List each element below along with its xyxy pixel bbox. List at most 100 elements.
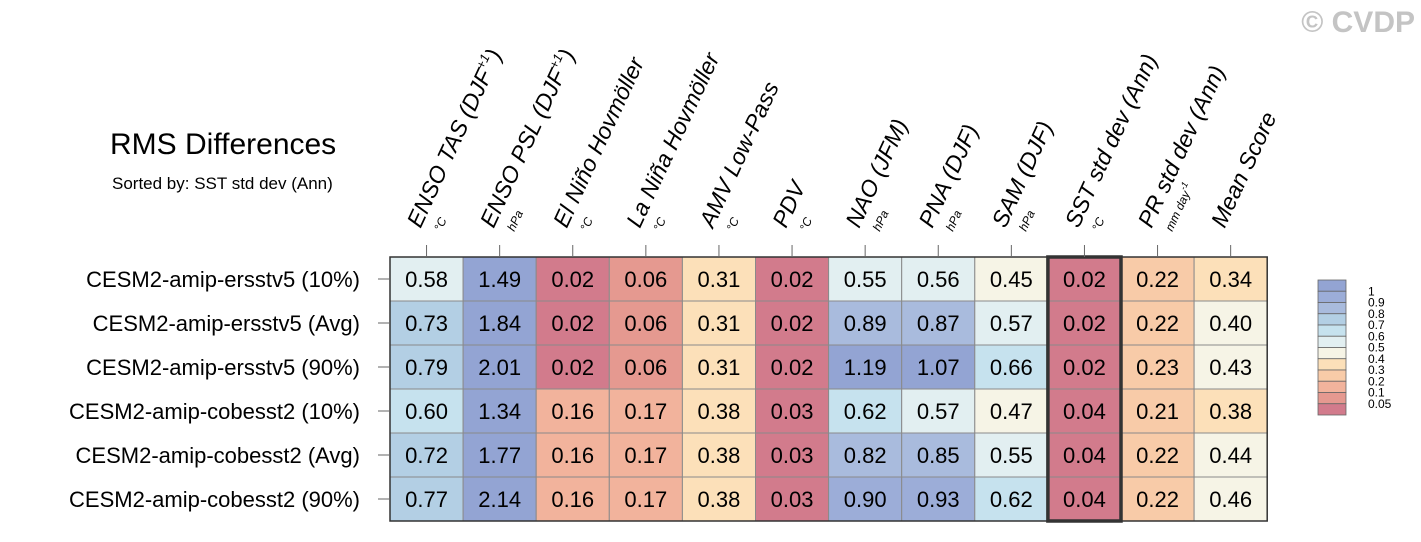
cell-value: 0.72: [405, 443, 448, 468]
heatmap-cell: [974, 344, 1049, 390]
heatmap-cell: [389, 432, 464, 478]
colorbar-label: 0.8: [1368, 307, 1385, 321]
cell-value: 0.02: [551, 355, 594, 380]
cell-value: 0.31: [698, 267, 741, 292]
cell-value: 0.02: [1063, 355, 1106, 380]
colorbar-swatch: [1317, 313, 1347, 326]
heatmap-cell: [462, 256, 537, 302]
cell-value: 0.62: [844, 399, 887, 424]
cell-value: 0.79: [405, 355, 448, 380]
heatmap-cell: [1120, 256, 1195, 302]
colorbar-label: 0.9: [1368, 296, 1385, 310]
cell-value: 0.57: [917, 399, 960, 424]
cell-value: 0.93: [917, 487, 960, 512]
heatmap-cell: [1193, 256, 1268, 302]
heatmap-cell: [901, 432, 976, 478]
column-unit: hPa: [943, 208, 965, 234]
heatmap-cell: [681, 476, 757, 522]
heatmap-cell: [901, 476, 976, 522]
heatmap-cell: [1193, 432, 1268, 478]
cell-value: 0.03: [771, 399, 814, 424]
heatmap-cell: [974, 476, 1049, 522]
cell-value: 0.22: [1136, 487, 1179, 512]
heatmap-cell: [1120, 388, 1195, 434]
cell-value: 0.60: [405, 399, 448, 424]
cell-value: 0.43: [1209, 355, 1252, 380]
colorbar-label: 0.1: [1368, 386, 1385, 400]
column-label-group: Mean Score: [1206, 108, 1282, 231]
heatmap-cell: [462, 388, 537, 434]
column-unit: °C: [1089, 215, 1108, 233]
heatmap-cell: [828, 476, 903, 522]
cell-value: 0.06: [624, 267, 667, 292]
colorbar-swatch: [1317, 279, 1347, 292]
cell-value: 2.01: [478, 355, 521, 380]
column-unit: °C: [577, 215, 596, 233]
cell-value: 0.82: [844, 443, 887, 468]
grid-border: [389, 256, 1268, 522]
heatmap-cell: [389, 300, 464, 346]
chart-subtitle: Sorted by: SST std dev (Ann): [112, 174, 333, 193]
cell-value: 1.19: [844, 355, 887, 380]
colorbar-label: 0.7: [1368, 318, 1385, 332]
row-label: CESM2-amip-cobesst2 (10%): [69, 399, 360, 424]
cell-value: 0.73: [405, 311, 448, 336]
cell-value: 0.17: [624, 399, 667, 424]
colorbar-swatch: [1317, 380, 1347, 393]
heatmap-cell: [389, 388, 464, 434]
cell-value: 0.04: [1063, 487, 1106, 512]
cell-value: 0.56: [917, 267, 960, 292]
copyright-watermark: © CVDP: [1301, 6, 1415, 39]
cell-value: 0.40: [1209, 311, 1252, 336]
column-unit: °C: [431, 215, 450, 233]
heatmap-cell: [389, 476, 464, 522]
cell-value: 0.02: [551, 311, 594, 336]
cell-value: 0.89: [844, 311, 887, 336]
cell-value: 0.02: [771, 267, 814, 292]
heatmap-cell: [755, 300, 830, 346]
row-label: CESM2-amip-cobesst2 (90%): [69, 487, 360, 512]
heatmap-cell: [974, 300, 1049, 346]
cell-value: 1.77: [478, 443, 521, 468]
cell-value: 0.06: [624, 311, 667, 336]
heatmap-cell: [1047, 344, 1122, 390]
heatmap-cell: [1120, 432, 1195, 478]
heatmap-cell: [1047, 476, 1122, 522]
row-label: CESM2-amip-cobesst2 (Avg): [76, 443, 360, 468]
cell-value: 0.38: [698, 443, 741, 468]
cell-value: 0.62: [990, 487, 1033, 512]
heatmap-cell: [681, 300, 757, 346]
row-label: CESM2-amip-ersstv5 (Avg): [93, 311, 360, 336]
row-label: CESM2-amip-ersstv5 (10%): [86, 267, 360, 292]
cell-value: 0.31: [698, 311, 741, 336]
heatmap-cell: [1120, 300, 1195, 346]
heatmap-cell: [681, 432, 757, 478]
heatmap-cell: [755, 388, 830, 434]
colorbar-swatch: [1317, 358, 1347, 371]
cell-value: 0.22: [1136, 443, 1179, 468]
column-unit: hPa: [870, 208, 892, 234]
cell-value: 0.21: [1136, 399, 1179, 424]
column-unit: °C: [651, 215, 670, 233]
cell-value: 0.46: [1209, 487, 1252, 512]
heatmap-cell: [681, 388, 757, 434]
colorbar-swatch: [1317, 347, 1347, 360]
colorbar-swatch: [1317, 290, 1347, 303]
cell-value: 0.16: [551, 399, 594, 424]
heatmap-cell: [608, 476, 683, 522]
heatmap-cell: [755, 476, 830, 522]
colorbar-swatch: [1317, 392, 1347, 405]
colorbar-swatch: [1317, 324, 1347, 337]
cell-value: 0.23: [1136, 355, 1179, 380]
cell-value: 1.84: [478, 311, 521, 336]
cell-value: 0.77: [405, 487, 448, 512]
heatmap-cell: [608, 344, 683, 390]
heatmap-cell: [901, 256, 976, 302]
cell-value: 0.55: [844, 267, 887, 292]
colorbar-label: 0.5: [1368, 341, 1385, 355]
column-label: Mean Score: [1206, 108, 1282, 231]
cell-value: 0.04: [1063, 443, 1106, 468]
cell-value: 0.02: [1063, 267, 1106, 292]
